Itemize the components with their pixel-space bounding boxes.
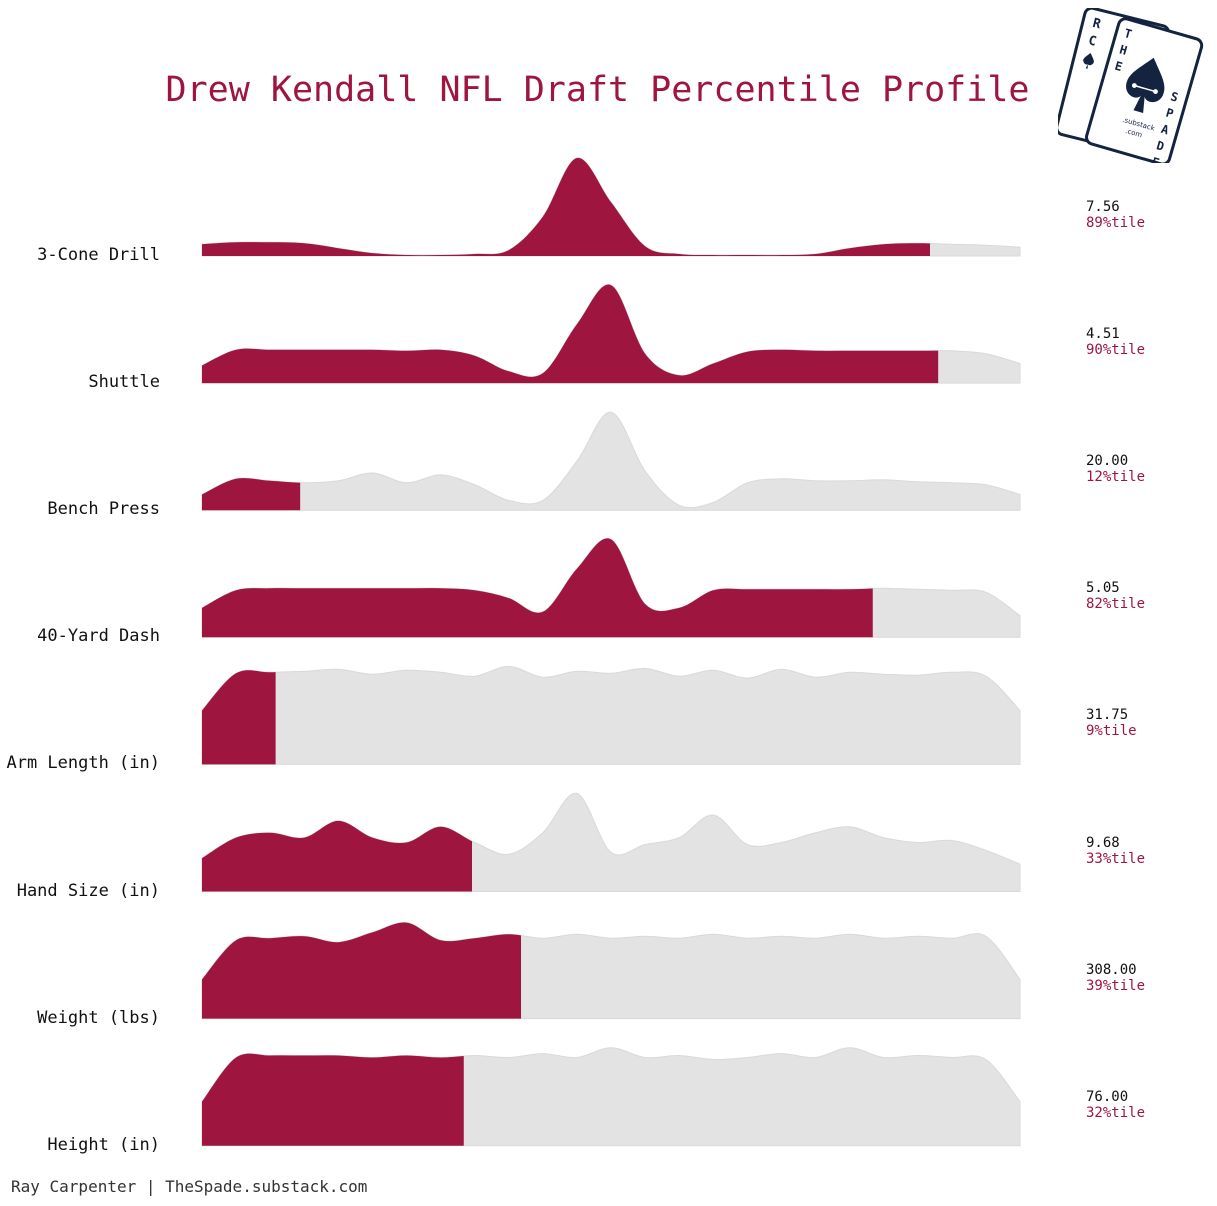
metric-percentile: 32%tile — [1086, 1104, 1146, 1121]
logo-letter-p: P — [1164, 106, 1175, 121]
percentile-fill-2 — [202, 478, 301, 511]
metric-label: Weight (lbs) — [37, 1007, 160, 1028]
percentile-fill-0 — [202, 157, 931, 256]
logo-back-letter-2: C — [1087, 33, 1098, 49]
logo-back-letter-1: R — [1091, 16, 1102, 32]
metric-percentile: 9%tile — [1086, 723, 1137, 740]
metric-percentile: 33%tile — [1086, 850, 1146, 867]
logo-letter-e: E — [1113, 59, 1124, 74]
metric-percentile: 12%tile — [1086, 469, 1146, 486]
metric-label: 40-Yard Dash — [37, 626, 160, 647]
percentile-fill-7 — [202, 1053, 464, 1146]
metric-percentile: 82%tile — [1086, 596, 1146, 613]
percentile-fill-1 — [202, 284, 939, 384]
logo-letter-d: D — [1155, 138, 1166, 153]
metric-label: Shuttle — [88, 372, 160, 393]
metric-value: 9.68 — [1086, 834, 1120, 851]
logo-letter-e2: E — [1150, 155, 1161, 163]
logo-spade-icon — [1126, 57, 1165, 113]
metric-label: Bench Press — [47, 499, 160, 520]
logo-letter-s: S — [1169, 89, 1180, 104]
metric-label: Height (in) — [47, 1134, 160, 1155]
metric-value: 76.00 — [1086, 1088, 1129, 1105]
metric-value: 308.00 — [1086, 961, 1137, 978]
percentile-fill-5 — [202, 820, 472, 892]
percentile-fill-6 — [202, 922, 522, 1019]
metric-value: 7.56 — [1086, 199, 1120, 215]
metric-value: 20.00 — [1086, 453, 1129, 470]
metric-value: 5.05 — [1086, 580, 1120, 597]
metric-percentile: 89%tile — [1086, 215, 1146, 231]
density-ridge-2 — [201, 411, 1021, 511]
logo-letter-a: A — [1160, 122, 1172, 138]
logo-small-spade-icon — [1083, 53, 1094, 69]
logo-letter-h: H — [1118, 42, 1129, 57]
metric-percentile: 90%tile — [1086, 342, 1146, 359]
metric-label: Arm Length (in) — [6, 753, 160, 774]
logo-letter-t: T — [1123, 26, 1134, 41]
metric-label: 3-Cone Drill — [37, 245, 160, 265]
percentile-fill-3 — [202, 538, 873, 638]
metric-value: 31.75 — [1086, 707, 1129, 724]
density-ridge-4 — [201, 665, 1021, 765]
metric-percentile: 39%tile — [1086, 977, 1146, 994]
metric-label: Hand Size (in) — [16, 880, 160, 901]
percentile-fill-4 — [202, 670, 276, 765]
the-spade-logo: R C T H E S P A D E .substack .com — [1058, 8, 1204, 163]
credit-text: Ray Carpenter | TheSpade.substack.com — [11, 1177, 368, 1196]
chart-title: Drew Kendall NFL Draft Percentile Profil… — [165, 70, 1030, 110]
metric-value: 4.51 — [1086, 326, 1120, 343]
